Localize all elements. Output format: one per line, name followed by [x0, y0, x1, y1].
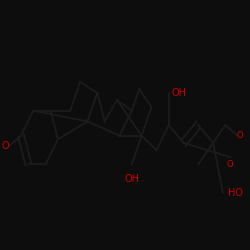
- Text: O: O: [1, 142, 9, 152]
- Text: OH: OH: [171, 88, 186, 98]
- Text: HO: HO: [228, 188, 243, 198]
- Text: O: O: [227, 160, 234, 169]
- Text: OH: OH: [124, 174, 139, 184]
- Text: O: O: [237, 131, 244, 140]
